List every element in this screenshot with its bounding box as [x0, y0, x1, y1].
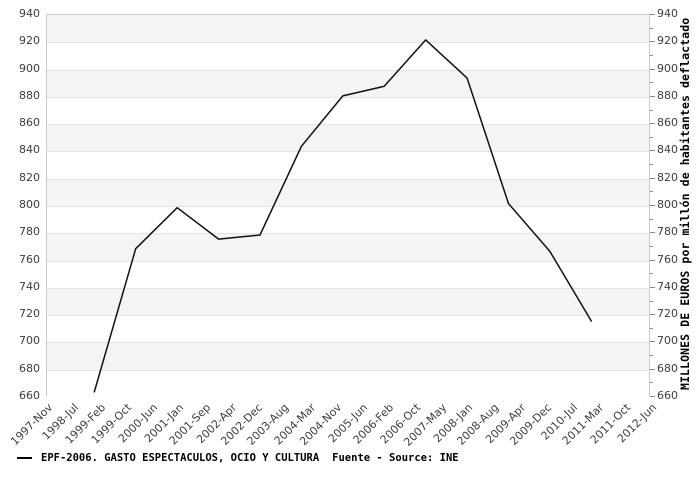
- y-axis-tick-mark: [650, 27, 653, 29]
- y-axis-tick-mark: [650, 382, 653, 384]
- y-axis-tick-mark: [650, 273, 653, 275]
- y-axis-tick-mark: [650, 205, 655, 206]
- plot-area: [46, 14, 650, 397]
- y-axis-tick-mark: [650, 314, 655, 316]
- y-axis-tick-label-right: 900: [657, 61, 678, 75]
- background-band: [47, 287, 649, 316]
- background-band: [47, 124, 649, 152]
- background-band: [47, 233, 649, 261]
- y-axis-tick-label-right: 720: [657, 307, 678, 321]
- y-axis-tick-mark: [650, 177, 655, 179]
- y-axis-tick-mark: [650, 164, 653, 166]
- background-band: [47, 206, 649, 234]
- gridline: [47, 342, 649, 344]
- y-axis-tick-label-left: 660: [19, 389, 40, 402]
- y-axis-tick-label-left: 820: [19, 170, 40, 184]
- y-axis-tick-mark: [650, 95, 655, 97]
- background-band: [47, 96, 649, 125]
- y-axis-tick-mark: [650, 232, 655, 234]
- y-axis-tick-label-right: 880: [657, 88, 678, 102]
- y-axis-tick-mark: [650, 191, 653, 193]
- legend: EPF-2006. GASTO ESPECTACULOS, OCIO Y CUL…: [17, 452, 459, 464]
- y-axis-tick-label-right: 820: [657, 170, 678, 184]
- y-axis-tick-mark: [650, 54, 653, 56]
- gridline: [47, 260, 649, 262]
- background-band: [47, 178, 649, 206]
- right-axis-title: MILLONES DE EUROS por millón de habitant…: [678, 17, 692, 390]
- y-axis-tick-label-right: 740: [657, 279, 678, 293]
- gridline: [47, 69, 649, 71]
- y-axis-tick-label-left: 860: [19, 116, 40, 130]
- y-axis-tick-mark: [650, 82, 653, 84]
- y-axis-tick-mark: [650, 123, 655, 125]
- gridline: [47, 369, 649, 371]
- background-band: [47, 69, 649, 97]
- y-axis-tick-label-right: 800: [657, 198, 678, 211]
- background-band: [47, 260, 649, 288]
- y-axis-tick-mark: [650, 396, 655, 397]
- legend-source-label: Fuente - Source: INE: [332, 452, 459, 464]
- gridline: [47, 178, 649, 180]
- gridline: [47, 233, 649, 235]
- y-axis-tick-label-left: 760: [19, 252, 40, 266]
- y-axis-tick-label-right: 680: [657, 361, 678, 375]
- y-axis-tick-mark: [650, 68, 655, 70]
- y-axis-tick-label-right: 760: [657, 252, 678, 266]
- y-axis-tick-mark: [650, 41, 655, 43]
- legend-line-swatch-icon: [17, 457, 32, 459]
- y-axis-tick-label-left: 880: [19, 88, 40, 102]
- y-axis-tick-mark: [650, 341, 655, 343]
- y-axis-tick-label-left: 800: [19, 198, 40, 211]
- y-axis-tick-label-left: 920: [19, 34, 40, 48]
- y-axis-tick-label-right: 700: [657, 334, 678, 348]
- legend-series-label: EPF-2006. GASTO ESPECTACULOS, OCIO Y CUL…: [41, 452, 320, 464]
- gridline: [47, 124, 649, 126]
- y-axis-tick-label-left: 900: [19, 61, 40, 75]
- y-axis-tick-label-right: 840: [657, 143, 678, 157]
- gridline: [47, 42, 649, 44]
- y-axis-tick-label-left: 780: [19, 225, 40, 239]
- y-axis-tick-mark: [650, 150, 655, 152]
- background-band: [47, 151, 649, 179]
- gridline: [47, 151, 649, 153]
- y-axis-tick-label-left: 940: [19, 7, 40, 20]
- y-axis-tick-label-right: 920: [657, 34, 678, 48]
- y-axis-tick-mark: [650, 218, 653, 220]
- y-axis-tick-label-left: 720: [19, 307, 40, 321]
- y-axis-tick-label-left: 700: [19, 334, 40, 348]
- y-axis-tick-mark: [650, 286, 655, 288]
- gridline: [47, 287, 649, 289]
- y-axis-tick-label-right: 660: [657, 389, 678, 402]
- y-axis-tick-mark: [650, 368, 655, 370]
- y-axis-tick-mark: [650, 327, 653, 329]
- background-band: [47, 315, 649, 343]
- gridline: [47, 96, 649, 98]
- y-axis-tick-mark: [650, 136, 653, 138]
- y-axis-tick-label-left: 840: [19, 143, 40, 157]
- gridline: [47, 315, 649, 317]
- y-axis-tick-mark: [650, 300, 653, 302]
- background-band: [47, 15, 649, 43]
- background-band: [47, 42, 649, 70]
- y-axis-tick-mark: [650, 355, 653, 357]
- y-axis-tick-label-right: 940: [657, 7, 678, 20]
- y-axis-tick-mark: [650, 259, 655, 261]
- background-band: [47, 369, 649, 397]
- background-band: [47, 342, 649, 370]
- y-axis-tick-label-left: 680: [19, 361, 40, 375]
- y-axis-tick-label-left: 740: [19, 279, 40, 293]
- y-axis-tick-label-right: 860: [657, 116, 678, 130]
- gridline: [47, 206, 649, 207]
- y-axis-tick-mark: [650, 245, 653, 247]
- y-axis-tick-mark: [650, 14, 655, 15]
- y-axis-tick-label-right: 780: [657, 225, 678, 239]
- y-axis-tick-mark: [650, 109, 653, 111]
